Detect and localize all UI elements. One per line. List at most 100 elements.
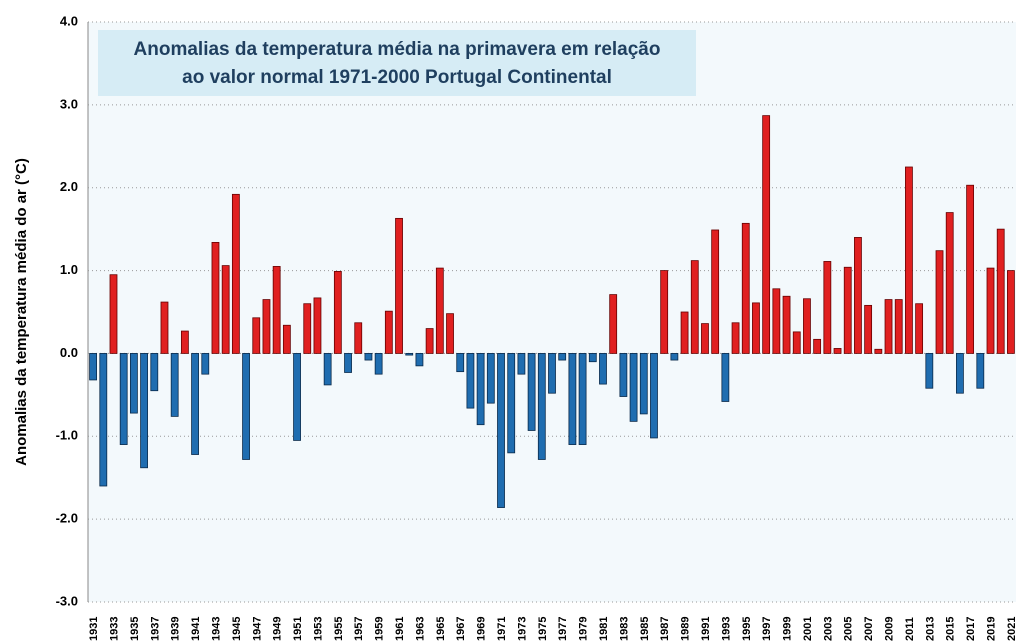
x-tick-label: 1931 bbox=[88, 617, 100, 641]
bar bbox=[99, 353, 108, 487]
x-tick-label: 1983 bbox=[618, 617, 630, 641]
bar bbox=[894, 299, 903, 354]
bar bbox=[466, 353, 475, 409]
bar bbox=[568, 353, 577, 445]
x-tick-label: 1981 bbox=[598, 617, 610, 641]
chart-title: Anomalias da temperatura média na primav… bbox=[134, 39, 661, 60]
x-tick-label: 1985 bbox=[639, 617, 651, 641]
x-tick-label: 2001 bbox=[802, 617, 814, 641]
bar bbox=[752, 302, 760, 354]
bar bbox=[456, 353, 465, 373]
x-tick-label: 1995 bbox=[741, 617, 753, 641]
bar bbox=[874, 348, 883, 354]
bar bbox=[211, 241, 220, 354]
bar bbox=[854, 237, 862, 354]
y-axis-label: Anomalias da temperatura média do ar (°C… bbox=[13, 158, 30, 466]
bar bbox=[935, 250, 944, 354]
bar bbox=[976, 353, 985, 389]
x-tick-label: 1933 bbox=[108, 617, 120, 641]
x-tick-label: 1941 bbox=[190, 617, 202, 641]
bar bbox=[435, 267, 444, 354]
bar bbox=[813, 338, 822, 354]
bar bbox=[1007, 270, 1015, 354]
bar bbox=[252, 317, 261, 354]
bar bbox=[690, 260, 699, 354]
bar bbox=[140, 353, 148, 469]
bar bbox=[650, 353, 658, 439]
bar bbox=[772, 288, 781, 354]
bar bbox=[517, 353, 526, 375]
bar bbox=[558, 353, 567, 361]
x-tick-label: 1939 bbox=[170, 617, 182, 641]
x-tick-label: 1997 bbox=[761, 617, 773, 641]
bar bbox=[843, 266, 852, 354]
x-tick-label: 1961 bbox=[394, 617, 406, 641]
bar bbox=[741, 222, 750, 354]
x-tick-label: 1949 bbox=[272, 617, 284, 641]
bar bbox=[231, 193, 240, 354]
bar bbox=[823, 261, 832, 354]
x-tick-label: 1999 bbox=[782, 617, 794, 641]
title-box bbox=[98, 30, 696, 96]
bar bbox=[731, 322, 740, 354]
bar bbox=[262, 299, 271, 354]
bar bbox=[537, 353, 546, 460]
bar bbox=[507, 353, 516, 454]
bar bbox=[956, 353, 964, 394]
bar bbox=[415, 353, 424, 367]
bar bbox=[905, 166, 913, 354]
bar bbox=[446, 313, 454, 354]
bar bbox=[762, 115, 771, 354]
x-tick-label: 2015 bbox=[945, 617, 957, 641]
bar bbox=[680, 311, 689, 354]
bar bbox=[354, 322, 363, 354]
bar bbox=[395, 217, 403, 354]
x-tick-label: 1951 bbox=[292, 617, 304, 641]
x-tick-label: 2017 bbox=[965, 617, 977, 641]
bar bbox=[578, 353, 587, 445]
bar bbox=[945, 212, 954, 354]
bar bbox=[792, 331, 801, 354]
x-tick-label: 2003 bbox=[822, 617, 834, 641]
bar bbox=[721, 353, 730, 402]
bar bbox=[129, 353, 138, 414]
bar bbox=[476, 353, 485, 426]
y-tick-label: -1.0 bbox=[56, 428, 78, 443]
bar bbox=[629, 353, 638, 422]
x-tick-label: 1969 bbox=[476, 617, 488, 641]
x-tick-label: 1953 bbox=[312, 617, 324, 641]
y-tick-label: 1.0 bbox=[60, 262, 78, 277]
bar bbox=[109, 274, 118, 354]
y-tick-label: 4.0 bbox=[60, 13, 78, 28]
bar bbox=[150, 353, 159, 392]
x-tick-label: 2019 bbox=[986, 617, 998, 641]
x-tick-label: 1947 bbox=[251, 617, 263, 641]
chart-title: ao valor normal 1971-2000 Portugal Conti… bbox=[182, 67, 612, 88]
bar bbox=[89, 353, 97, 381]
bar bbox=[639, 353, 648, 415]
bar bbox=[191, 353, 199, 455]
x-tick-label: 1989 bbox=[680, 617, 692, 641]
x-tick-label: 1963 bbox=[414, 617, 426, 641]
bar bbox=[293, 353, 301, 441]
bar bbox=[425, 328, 434, 354]
x-tick-label: 1975 bbox=[537, 617, 549, 641]
bar bbox=[364, 353, 373, 361]
bar bbox=[272, 266, 281, 354]
x-tick-label: 1971 bbox=[496, 617, 508, 641]
bar bbox=[864, 304, 873, 354]
bar bbox=[609, 294, 618, 354]
bar bbox=[303, 303, 312, 354]
bar bbox=[619, 353, 628, 397]
bar bbox=[405, 353, 414, 356]
x-tick-label: 1935 bbox=[129, 617, 141, 641]
bar bbox=[221, 265, 230, 354]
bar bbox=[497, 353, 505, 508]
x-tick-label: 1987 bbox=[659, 617, 671, 641]
bar bbox=[323, 353, 332, 386]
bar bbox=[384, 310, 393, 354]
bar bbox=[966, 184, 975, 354]
x-tick-label: 1977 bbox=[557, 617, 569, 641]
